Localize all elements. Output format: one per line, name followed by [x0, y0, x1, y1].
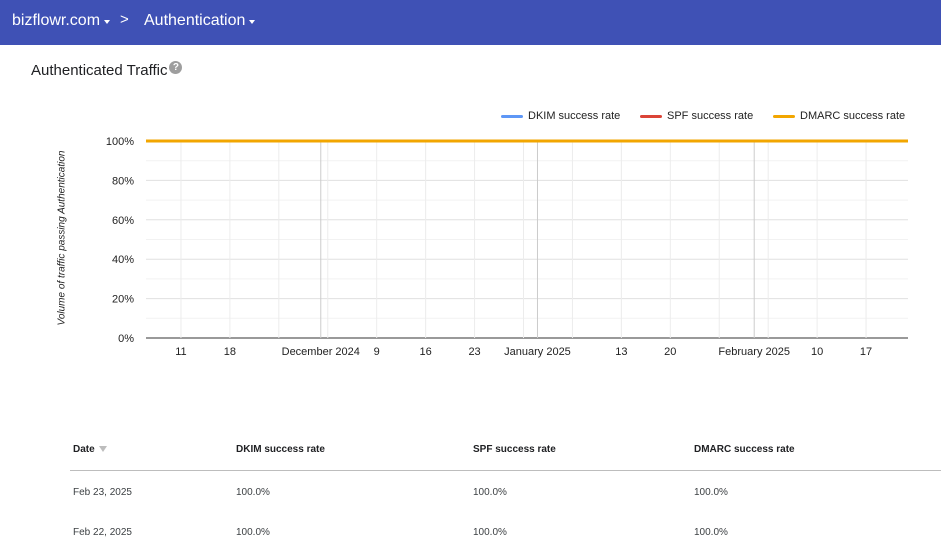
table-cell-date: Feb 22, 2025 — [73, 527, 132, 538]
top-bar: bizflowr.com > Authentication — [0, 0, 941, 45]
y-tick-label: 100% — [106, 136, 134, 148]
x-tick-label: 23 — [468, 346, 480, 358]
domain-label: bizflowr.com — [12, 12, 101, 29]
table-cell-dmarc: 100.0% — [694, 487, 728, 498]
domain-selector[interactable]: bizflowr.com — [12, 12, 111, 30]
section-title: Authenticated Traffic ? — [31, 61, 183, 79]
column-header-spf[interactable]: SPF success rate — [473, 444, 556, 455]
column-header-label: Date — [73, 444, 95, 455]
legend-swatch — [640, 114, 662, 118]
legend-label: DMARC success rate — [800, 110, 906, 122]
dropdown-caret-icon — [249, 19, 256, 24]
y-tick-label: 60% — [112, 215, 134, 227]
x-tick-label: 20 — [664, 346, 676, 358]
x-tick-label: 10 — [811, 346, 823, 358]
x-tick-label: 16 — [420, 346, 432, 358]
y-tick-label: 80% — [112, 175, 134, 187]
table-cell-dkim: 100.0% — [236, 527, 270, 538]
section-title-text: Authenticated Traffic — [31, 62, 168, 79]
column-header-dmarc[interactable]: DMARC success rate — [694, 444, 795, 455]
dropdown-caret-icon — [104, 19, 111, 24]
table-cell-dmarc: 100.0% — [694, 527, 728, 538]
line-chart: 0% 20% 40% 60% 80% 100% 11 18 December 2024 9 16 23… — [106, 136, 908, 358]
legend-item-dkim[interactable]: DKIM success rate — [501, 110, 620, 122]
x-tick-label: 18 — [224, 346, 236, 358]
legend-label: DKIM success rate — [528, 110, 621, 122]
x-tick-label: 13 — [615, 346, 627, 358]
table-cell-spf: 100.0% — [473, 527, 507, 538]
table-cell-dkim: 100.0% — [236, 487, 270, 498]
table-cell-date: Feb 23, 2025 — [73, 487, 132, 498]
legend-item-spf[interactable]: SPF success rate — [640, 110, 753, 122]
legend-swatch — [501, 114, 523, 118]
breadcrumb-separator-icon: > — [120, 11, 129, 28]
x-tick-label: February 2025 — [718, 346, 790, 358]
header-divider — [70, 470, 941, 471]
y-tick-label: 20% — [112, 294, 134, 306]
y-tick-label: 0% — [118, 333, 134, 345]
page-label: Authentication — [144, 12, 246, 29]
sort-descending-icon — [98, 446, 107, 453]
x-tick-label: 17 — [860, 346, 872, 358]
page-selector[interactable]: Authentication — [144, 12, 256, 30]
column-header-dkim[interactable]: DKIM success rate — [236, 444, 325, 455]
x-tick-label: 11 — [175, 346, 186, 358]
x-tick-label: January 2025 — [504, 346, 571, 358]
help-icon[interactable]: ? — [169, 61, 183, 74]
table-cell-spf: 100.0% — [473, 487, 507, 498]
x-tick-label: 9 — [374, 346, 380, 358]
x-tick-label: December 2024 — [282, 346, 360, 358]
legend-item-dmarc[interactable]: DMARC success rate — [773, 110, 905, 122]
legend-swatch — [773, 114, 795, 118]
y-tick-label: 40% — [112, 254, 134, 266]
legend-label: SPF success rate — [667, 110, 754, 122]
column-header-date[interactable]: Date — [73, 444, 107, 455]
